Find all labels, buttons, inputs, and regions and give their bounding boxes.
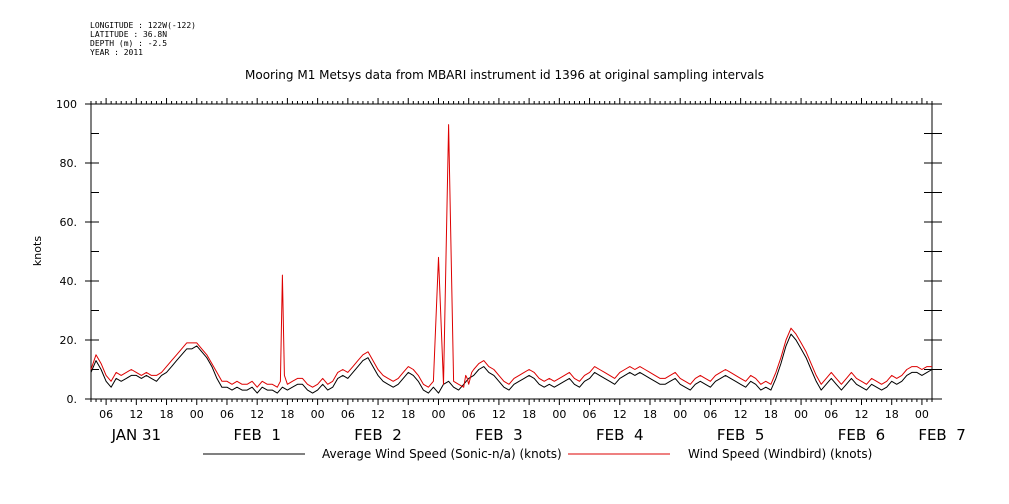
plot-frame [90, 103, 933, 400]
meta-longitude: LONGITUDE : 122W(-122) [90, 21, 196, 30]
legend-label-windbird: Wind Speed (Windbird) (knots) [688, 447, 872, 461]
x-hour-label: 00 [190, 408, 204, 421]
y-tick-label: 60. [60, 216, 78, 229]
x-day-label: FEB 3 [475, 426, 522, 444]
x-day-label: FEB 2 [354, 426, 401, 444]
x-axis: 06 12 18 00 06 12 18 00 06 12 18 00 06 12 18 00 06 12 18 00… [90, 98, 966, 444]
x-hour-label: 06 [462, 408, 476, 421]
x-hour-label: 12 [129, 408, 143, 421]
y-axis-label: knots [31, 236, 44, 266]
x-hour-label: 18 [160, 408, 174, 421]
x-hour-label: 18 [280, 408, 294, 421]
meta-latitude: LATITUDE : 36.8N [90, 30, 168, 39]
x-hour-label: 00 [552, 408, 566, 421]
y-tick-label: 40. [60, 275, 78, 288]
x-day-label: FEB 6 [838, 426, 885, 444]
x-hour-label: 06 [341, 408, 355, 421]
series-line-windbird-wind-speed [90, 124, 932, 388]
x-hour-label: 12 [613, 408, 627, 421]
x-hour-label: 06 [583, 408, 597, 421]
y-axis: 0. 20. 40. 60. 80. 100 [56, 98, 942, 406]
series-line-average-wind-speed [90, 333, 933, 394]
metadata-block: LONGITUDE : 122W(-122) LATITUDE : 36.8N … [90, 21, 196, 57]
x-hour-label: 18 [401, 408, 415, 421]
meta-depth: DEPTH (m) : -2.5 [90, 39, 168, 48]
legend: Average Wind Speed (Sonic-n/a) (knots) Wi… [203, 447, 872, 461]
x-hour-label: 12 [734, 408, 748, 421]
legend-label-average: Average Wind Speed (Sonic-n/a) (knots) [322, 447, 562, 461]
x-hour-label: 06 [99, 408, 113, 421]
x-hour-label: 12 [250, 408, 264, 421]
x-hour-label: 00 [915, 408, 929, 421]
x-hour-label: 12 [492, 408, 506, 421]
x-day-label: FEB 5 [717, 426, 764, 444]
x-hour-label: 06 [824, 408, 838, 421]
y-tick-label: 100 [56, 98, 77, 111]
y-tick-label: 80. [60, 157, 78, 170]
x-hour-label: 00 [311, 408, 325, 421]
x-day-label: FEB 4 [596, 426, 643, 444]
x-hour-label: 12 [371, 408, 385, 421]
x-day-label: FEB 7 [918, 426, 965, 444]
x-day-label: JAN 31 [111, 426, 162, 444]
y-tick-label: 20. [60, 334, 78, 347]
meta-year: YEAR : 2011 [90, 48, 143, 57]
x-hour-label: 18 [643, 408, 657, 421]
x-hour-label: 00 [794, 408, 808, 421]
x-hour-label: 06 [703, 408, 717, 421]
x-hour-label: 18 [764, 408, 778, 421]
x-hour-label: 18 [885, 408, 899, 421]
x-hour-label: 12 [854, 408, 868, 421]
chart-title: Mooring M1 Metsys data from MBARI instru… [245, 68, 764, 82]
x-hour-label: 18 [522, 408, 536, 421]
y-tick-label: 0. [67, 393, 78, 406]
series-layer [90, 124, 933, 394]
x-hour-label: 06 [220, 408, 234, 421]
x-hour-label: 00 [673, 408, 687, 421]
x-hour-label: 00 [431, 408, 445, 421]
x-day-label: FEB 1 [233, 426, 280, 444]
